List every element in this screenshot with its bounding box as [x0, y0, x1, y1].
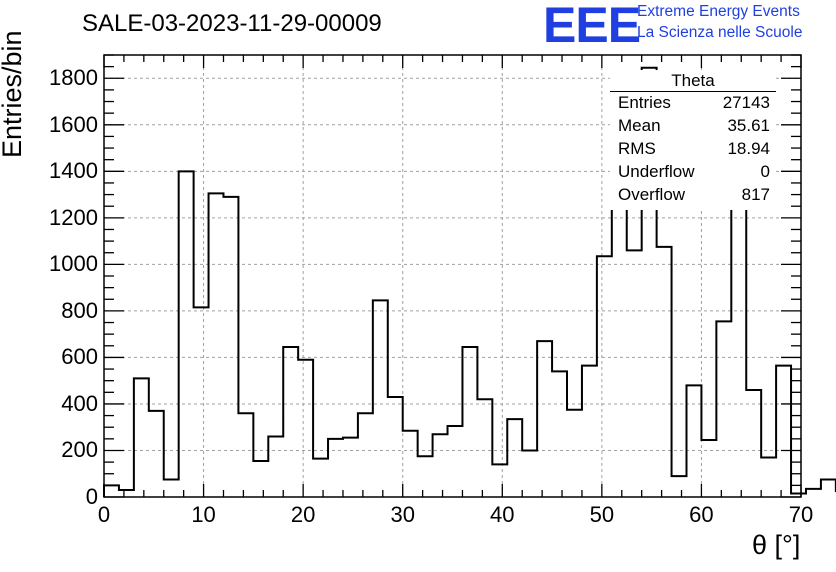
y-tick-label: 0 — [85, 484, 98, 509]
x-tick-label: 60 — [689, 502, 714, 527]
org-name-line1: Extreme Energy Events — [637, 3, 800, 20]
y-tick-label: 1600 — [49, 111, 98, 137]
stats-box: Theta Entries 27143 Mean 35.61 RMS 18.94… — [610, 70, 776, 210]
y-tick-label: 200 — [61, 437, 98, 463]
stats-key: Overflow — [618, 185, 686, 204]
x-tick-label: 40 — [490, 502, 515, 527]
stats-value: 817 — [741, 185, 770, 204]
eee-logo: EEE — [543, 0, 641, 53]
stats-value: 35.61 — [727, 116, 770, 135]
axis-ticks — [103, 54, 802, 498]
x-tick-label: 20 — [290, 502, 316, 527]
y-tick-label: 1200 — [49, 204, 98, 230]
chart-title: SALE-03-2023-11-29-00009 — [82, 10, 382, 37]
x-tick-label: 0 — [97, 502, 111, 527]
y-tick-label: 400 — [61, 390, 98, 416]
y-tick-label: 600 — [61, 344, 98, 370]
x-tick-label: 30 — [390, 502, 415, 527]
histogram-line — [103, 66, 836, 497]
stats-value: 18.94 — [727, 139, 770, 158]
stats-key: RMS — [618, 139, 656, 158]
x-tick-label: 50 — [589, 502, 615, 527]
stats-key: Mean — [618, 116, 661, 135]
stats-value: 0 — [760, 162, 770, 181]
stats-key: Underflow — [618, 162, 695, 181]
stats-value: 27143 — [722, 93, 770, 112]
org-name-line2: La Scienza nelle Scuole — [637, 24, 803, 41]
y-tick-label: 1800 — [49, 65, 98, 91]
y-tick-label: 1000 — [49, 251, 98, 277]
stats-key: Entries — [618, 93, 671, 112]
x-axis-label: θ [°] — [752, 530, 801, 560]
x-tick-label: 10 — [191, 502, 216, 527]
y-tick-label: 800 — [61, 297, 98, 323]
y-tick-label: 1400 — [49, 158, 98, 184]
x-tick-label: 70 — [788, 502, 814, 527]
stats-title: Theta — [610, 71, 776, 92]
